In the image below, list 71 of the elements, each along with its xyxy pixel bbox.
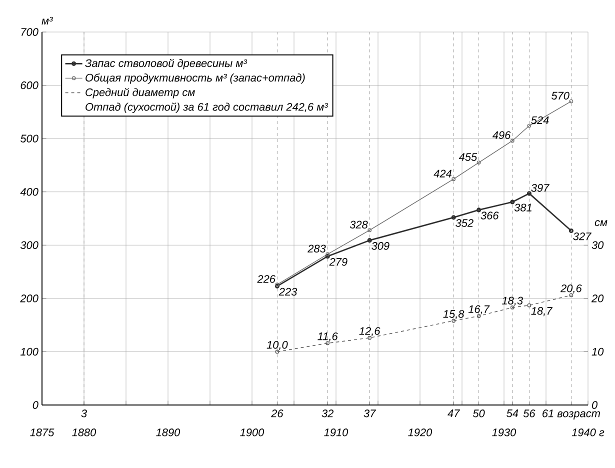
x2-tick-label: 50 bbox=[472, 410, 485, 418]
legend-label: Средний диаметр см bbox=[86, 88, 195, 98]
x2-tick-label: 26 bbox=[271, 410, 284, 418]
point bbox=[526, 191, 532, 196]
y2-tick-label: 10 bbox=[592, 348, 604, 356]
data-label: 226 bbox=[257, 275, 276, 283]
x-tick-label: 1875 bbox=[30, 428, 54, 436]
y-tick-label: 200 bbox=[20, 294, 38, 302]
point bbox=[510, 138, 514, 143]
y-tick-label: 100 bbox=[20, 348, 38, 356]
data-label: 11,6 bbox=[318, 332, 338, 342]
x-tick-label: 1910 bbox=[324, 428, 348, 436]
y-tick-label: 300 bbox=[20, 241, 38, 250]
legend-label: Запас стволовой древесины м³ bbox=[85, 58, 248, 70]
y-tick-label: 700 bbox=[21, 28, 38, 36]
y2-tick-label: 20 bbox=[591, 294, 604, 302]
y2-tick-label: 0 bbox=[592, 401, 598, 409]
x2-tick-label: 56 bbox=[523, 410, 536, 418]
data-label: 15,8 bbox=[443, 310, 464, 320]
data-label: 18,7 bbox=[531, 307, 553, 316]
x-tick-label: 1940 г bbox=[572, 428, 604, 436]
data-label: 10,0 bbox=[266, 340, 288, 350]
point bbox=[510, 200, 515, 204]
x-tick-label: 1920 bbox=[408, 428, 432, 436]
data-label: 18,3 bbox=[502, 296, 523, 306]
data-label: 424 bbox=[434, 170, 452, 178]
x2-tick-label: 32 bbox=[322, 410, 334, 418]
data-label: 328 bbox=[350, 220, 368, 229]
y2-tick-label: 30 bbox=[592, 241, 604, 250]
point bbox=[527, 124, 532, 128]
data-label: 12,6 bbox=[359, 327, 380, 336]
data-label: 352 bbox=[456, 219, 474, 227]
point bbox=[326, 252, 330, 256]
y-tick-label: 400 bbox=[20, 188, 38, 196]
point bbox=[367, 238, 372, 243]
point bbox=[476, 160, 481, 164]
data-label: 283 bbox=[308, 244, 326, 253]
data-label: 455 bbox=[458, 153, 478, 161]
point bbox=[368, 228, 372, 232]
data-label: 20,6 bbox=[560, 284, 582, 294]
y2-axis-title: см bbox=[594, 220, 608, 226]
x2-tick-label: 3 bbox=[81, 410, 87, 418]
data-label: 16,7 bbox=[468, 305, 490, 314]
data-label: 223 bbox=[278, 288, 298, 296]
annotation: Отпад (сухостой) за 61 год составил 242,6 м³ bbox=[86, 102, 328, 113]
point bbox=[451, 215, 456, 220]
data-label: 279 bbox=[329, 258, 348, 266]
legend-label: Общая продуктивность м³ (запас+отпад) bbox=[86, 73, 305, 84]
x-tick-label: 1900 bbox=[240, 428, 264, 436]
data-label: 397 bbox=[531, 184, 550, 192]
point bbox=[325, 254, 330, 259]
point bbox=[476, 208, 482, 212]
x2-tick-label: 54 bbox=[506, 410, 518, 418]
point bbox=[527, 303, 532, 308]
y-axis-title: м³ bbox=[42, 16, 53, 24]
point bbox=[452, 177, 456, 182]
x-tick-label: 1930 bbox=[492, 428, 516, 436]
y-tick-label: 0 bbox=[32, 401, 38, 409]
data-label: 570 bbox=[551, 92, 570, 100]
x2-tick-label: 37 bbox=[364, 410, 376, 418]
data-label: 327 bbox=[573, 232, 592, 240]
data-label: 496 bbox=[492, 131, 511, 140]
x2-tick-label: 47 bbox=[448, 410, 460, 418]
x-tick-label: 1890 bbox=[156, 428, 180, 436]
y-tick-label: 500 bbox=[20, 134, 38, 142]
data-label: 381 bbox=[514, 204, 532, 212]
x2-tick-label: 61 возраст bbox=[542, 410, 600, 420]
data-label: 366 bbox=[480, 212, 499, 220]
data-label: 309 bbox=[372, 242, 390, 250]
x-tick-label: 1880 bbox=[72, 428, 96, 436]
y-tick-label: 600 bbox=[20, 81, 38, 90]
